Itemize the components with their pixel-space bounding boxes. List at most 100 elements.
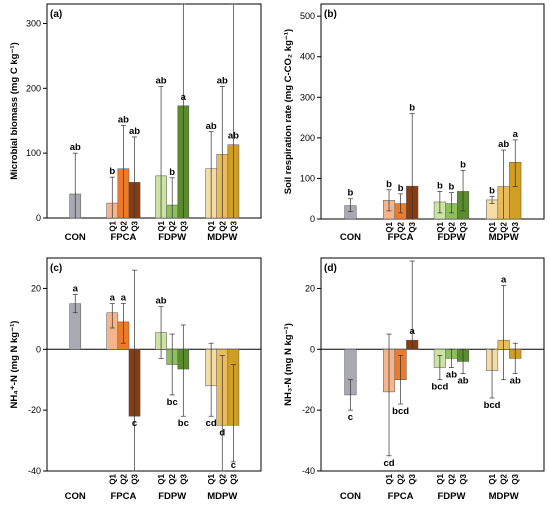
y-tick-label: 0	[310, 344, 315, 354]
y-tick-label: -20	[302, 405, 315, 415]
group-label: CON	[65, 232, 86, 243]
q-label: Q2	[397, 221, 406, 232]
group-label: FDPW	[158, 232, 186, 243]
significance-letter: ab	[156, 296, 167, 307]
group-label: MDPW	[207, 232, 237, 243]
q-label: Q3	[511, 221, 520, 232]
y-tick-label: 0	[36, 213, 41, 223]
significance-letter: ab	[70, 142, 81, 153]
y-axis-label: NH₃-N (mg N kg⁻¹)	[283, 323, 294, 406]
significance-letter: ab	[446, 370, 457, 381]
q-label: Q2	[447, 473, 456, 484]
q-label: Q2	[168, 473, 177, 484]
significance-letter: ab	[217, 75, 228, 86]
y-tick-label: 200	[300, 133, 315, 143]
significance-letter: bc	[167, 397, 178, 408]
y-tick-label: 100	[26, 148, 41, 158]
y-tick-label: 400	[300, 52, 315, 62]
y-axis-label: Soil respiration rate (mg C-CO₂ kg⁻¹)	[283, 29, 294, 194]
q-label: Q2	[447, 221, 456, 232]
panel-label: (a)	[50, 9, 62, 20]
group-label: FPCA	[110, 491, 136, 502]
q-label: Q1	[207, 473, 216, 484]
group-label: FPCA	[110, 232, 136, 243]
group-label: CON	[340, 491, 361, 502]
significance-letter: a	[110, 293, 116, 304]
y-tick-label: 0	[310, 214, 315, 224]
significance-letter: a	[501, 274, 507, 285]
q-label: Q2	[218, 220, 227, 231]
q-label: Q1	[385, 221, 394, 232]
significance-letter: a	[410, 326, 416, 337]
significance-letter: c	[231, 460, 236, 471]
plot-frame	[320, 3, 545, 220]
significance-letter: a	[73, 284, 79, 295]
significance-letter: b	[449, 182, 455, 193]
significance-letter: ab	[510, 376, 521, 387]
q-label: Q3	[179, 473, 188, 484]
group-label: FDPW	[437, 491, 465, 502]
group-label: CON	[65, 491, 86, 502]
q-label: Q2	[119, 220, 128, 231]
significance-letter: ab	[206, 121, 217, 132]
y-tick-label: -40	[302, 466, 315, 476]
significance-letter: b	[109, 166, 115, 177]
q-label: Q3	[229, 220, 238, 231]
plot-frame	[46, 3, 262, 219]
significance-letter: ab	[498, 139, 509, 150]
significance-letter: a	[181, 92, 187, 103]
significance-letter: ab	[458, 376, 469, 387]
significance-letter: cd	[383, 458, 394, 469]
significance-letter: c	[132, 418, 137, 429]
significance-letter: bcd	[431, 382, 448, 393]
q-label: Q1	[207, 220, 216, 231]
y-tick-label: 300	[26, 18, 41, 28]
group-label: CON	[340, 232, 361, 243]
q-label: Q2	[500, 473, 509, 484]
group-label: MDPW	[207, 491, 237, 502]
significance-letter: b	[437, 180, 443, 191]
significance-letter: ab	[228, 131, 239, 142]
q-label: Q3	[131, 473, 140, 484]
y-tick-label: 300	[300, 92, 315, 102]
q-label: Q3	[459, 221, 468, 232]
q-label: Q3	[229, 473, 238, 484]
panel-label: (c)	[50, 263, 62, 274]
plot-frame	[46, 257, 262, 472]
q-label: Q2	[119, 473, 128, 484]
significance-letter: bcd	[392, 406, 409, 417]
q-label: Q2	[397, 473, 406, 484]
q-label: Q2	[168, 220, 177, 231]
significance-letter: b	[348, 188, 354, 199]
significance-letter: bcd	[484, 400, 501, 411]
q-label: Q1	[108, 473, 117, 484]
y-tick-label: -20	[28, 405, 41, 415]
significance-letter: bc	[178, 418, 189, 429]
q-label: Q1	[385, 473, 394, 484]
y-axis-label: Microbial biomass (mg C kg⁻¹)	[9, 42, 20, 180]
significance-letter: d	[219, 427, 225, 438]
q-label: Q3	[459, 473, 468, 484]
y-tick-label: -40	[28, 466, 41, 476]
significance-letter: c	[348, 412, 353, 423]
chart-panel-1: 0 100 200 300 (a) Microbial biomass (mg C kg⁻…	[9, 3, 262, 243]
q-label: Q1	[157, 220, 166, 231]
group-label: MDPW	[489, 491, 519, 502]
q-label: Q2	[218, 473, 227, 484]
panel-label: (b)	[324, 9, 337, 20]
significance-letter: b	[460, 159, 466, 170]
y-axis-label: NH₄⁺-N (mg N kg⁻¹)	[9, 321, 20, 409]
group-label: FDPW	[437, 232, 465, 243]
chart-panel-2: 0 100 200 300 400 500 (b) Soil respiration rate…	[283, 3, 545, 243]
y-tick-label: 20	[31, 283, 41, 293]
q-label: Q3	[408, 473, 417, 484]
y-tick-label: 20	[305, 283, 315, 293]
y-tick-label: 100	[300, 173, 315, 183]
significance-letter: ab	[129, 126, 140, 137]
significance-letter: cd	[206, 418, 217, 429]
q-label: Q1	[488, 473, 497, 484]
panel-label: (d)	[324, 263, 337, 274]
